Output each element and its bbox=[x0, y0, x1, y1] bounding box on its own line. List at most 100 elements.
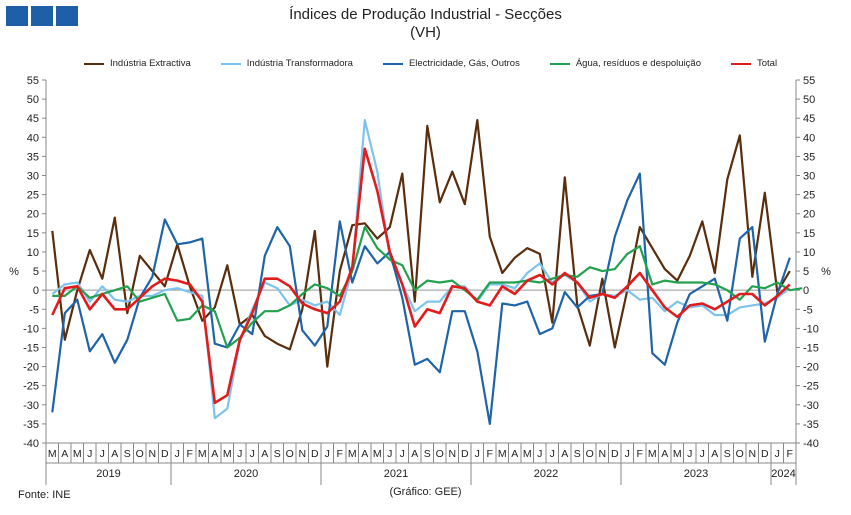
x-tick-label: F bbox=[187, 448, 193, 460]
x-tick-label: A bbox=[411, 448, 418, 460]
x-tick-label: M bbox=[673, 448, 682, 460]
x-tick-label: N bbox=[448, 448, 456, 460]
y-tick-label-right: 45 bbox=[803, 113, 815, 125]
x-tick-label: S bbox=[274, 448, 281, 460]
x-tick-label: O bbox=[436, 448, 444, 460]
x-tick-label: M bbox=[48, 448, 57, 460]
x-tick-label: O bbox=[586, 448, 594, 460]
x-tick-label: F bbox=[337, 448, 343, 460]
y-tick-label-left: -20 bbox=[23, 362, 39, 374]
x-tick-label: J bbox=[237, 448, 242, 460]
y-tick-label-left: -15 bbox=[23, 342, 39, 354]
year-label: 2020 bbox=[234, 468, 258, 480]
y-tick-label-right: 35 bbox=[803, 151, 815, 163]
y-tick-label-left: 0 bbox=[33, 285, 39, 297]
x-tick-label: N bbox=[598, 448, 606, 460]
y-tick-label-left: 5 bbox=[33, 266, 39, 278]
year-label: 2021 bbox=[384, 468, 408, 480]
logo-block bbox=[6, 6, 28, 26]
y-tick-label-left: -5 bbox=[29, 304, 39, 316]
y-tick-label-right: -20 bbox=[803, 362, 819, 374]
y-tick-label-left: 30 bbox=[27, 171, 39, 183]
x-tick-label: J bbox=[100, 448, 105, 460]
legend-label: Total bbox=[757, 58, 778, 69]
legend-item: Electricidade, Gás, Outros bbox=[382, 58, 520, 69]
legend-item: Água, resíduos e despoluição bbox=[549, 58, 701, 69]
x-tick-label: M bbox=[73, 448, 82, 460]
x-tick-label: J bbox=[87, 448, 92, 460]
y-tick-label-left: 20 bbox=[27, 209, 39, 221]
x-tick-label: S bbox=[124, 448, 131, 460]
y-tick-label-right: -40 bbox=[803, 438, 819, 450]
x-tick-label: J bbox=[537, 448, 542, 460]
legend-label: Indústria Extractiva bbox=[110, 58, 191, 69]
x-tick-label: A bbox=[361, 448, 368, 460]
y-tick-label-left: -30 bbox=[23, 400, 39, 412]
x-tick-label: D bbox=[761, 448, 769, 460]
source-note: Fonte: INE bbox=[18, 489, 71, 501]
x-tick-label: D bbox=[611, 448, 619, 460]
x-tick-label: N bbox=[748, 448, 756, 460]
legend-swatch bbox=[220, 62, 241, 65]
x-tick-label: J bbox=[700, 448, 705, 460]
x-tick-label: J bbox=[325, 448, 330, 460]
x-tick-label: A bbox=[261, 448, 268, 460]
chart-subtitle: (VH) bbox=[410, 24, 441, 41]
logo-block bbox=[31, 6, 53, 26]
series-line bbox=[52, 226, 803, 349]
y-tick-label-right: 15 bbox=[803, 228, 815, 240]
x-tick-label: J bbox=[400, 448, 405, 460]
x-tick-label: J bbox=[175, 448, 180, 460]
year-label: 2023 bbox=[684, 468, 708, 480]
year-label: 2024 bbox=[771, 468, 795, 480]
y-tick-label-right: 50 bbox=[803, 94, 815, 106]
y-tick-label-left: -40 bbox=[23, 438, 39, 450]
y-tick-label-right: 10 bbox=[803, 247, 815, 259]
y-tick-label-right: 30 bbox=[803, 171, 815, 183]
credit-note: (Gráfico: GEE) bbox=[389, 486, 462, 498]
x-tick-label: J bbox=[475, 448, 480, 460]
x-tick-label: D bbox=[311, 448, 319, 460]
y-tick-label-left: 45 bbox=[27, 113, 39, 125]
y-tick-label-right: -30 bbox=[803, 400, 819, 412]
x-tick-label: A bbox=[111, 448, 118, 460]
x-tick-label: J bbox=[775, 448, 780, 460]
x-tick-label: M bbox=[198, 448, 207, 460]
x-tick-label: N bbox=[298, 448, 306, 460]
x-tick-label: S bbox=[724, 448, 731, 460]
y-tick-label-right: 55 bbox=[803, 75, 815, 87]
logo-block bbox=[56, 6, 78, 26]
x-tick-label: J bbox=[387, 448, 392, 460]
y-tick-label-left: 40 bbox=[27, 132, 39, 144]
legend-item: Indústria Transformadora bbox=[220, 58, 353, 69]
x-tick-label: O bbox=[286, 448, 294, 460]
y-tick-label-right: 20 bbox=[803, 209, 815, 221]
x-tick-label: A bbox=[61, 448, 68, 460]
legend-label: Electricidade, Gás, Outros bbox=[408, 58, 520, 69]
legend-swatch bbox=[84, 62, 104, 65]
y-tick-label-left: -25 bbox=[23, 381, 39, 393]
y-tick-label-right: -25 bbox=[803, 381, 819, 393]
legend-swatch bbox=[549, 62, 570, 65]
y-tick-label-right: -5 bbox=[803, 304, 813, 316]
legend-item: Total bbox=[731, 58, 777, 69]
x-tick-label: O bbox=[136, 448, 144, 460]
y-tick-label-left: 15 bbox=[27, 228, 39, 240]
x-tick-label: A bbox=[661, 448, 668, 460]
y-tick-label-right: -10 bbox=[803, 323, 819, 335]
x-tick-label: A bbox=[511, 448, 518, 460]
y-tick-label-left: 35 bbox=[27, 151, 39, 163]
y-tick-label-right: 5 bbox=[803, 266, 809, 278]
x-tick-label: D bbox=[161, 448, 169, 460]
y-tick-label-right: 40 bbox=[803, 132, 815, 144]
year-label: 2022 bbox=[534, 468, 558, 480]
logo bbox=[6, 6, 78, 26]
legend-swatch bbox=[731, 62, 751, 65]
x-tick-label: O bbox=[736, 448, 744, 460]
x-tick-label: M bbox=[223, 448, 232, 460]
chart-title: Índices de Produção Industrial - Secções bbox=[289, 6, 562, 23]
x-tick-label: M bbox=[648, 448, 657, 460]
x-tick-label: A bbox=[711, 448, 718, 460]
chart-title-block: Índices de Produção Industrial - Secções… bbox=[0, 6, 851, 42]
